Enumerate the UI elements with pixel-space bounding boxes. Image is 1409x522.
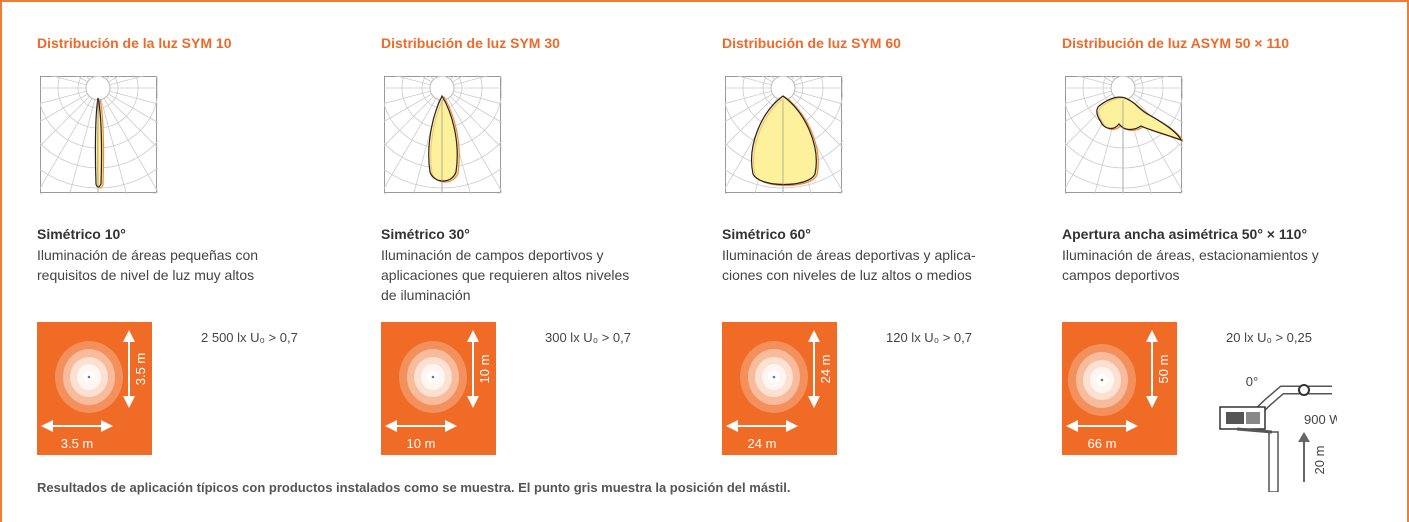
column-heading: Simétrico 60° (722, 226, 811, 242)
width-label: 24 m (748, 436, 777, 451)
width-label: 10 m (407, 436, 436, 451)
polar-diagram (40, 76, 158, 194)
polar-diagram (725, 76, 843, 194)
width-label: 66 m (1088, 436, 1117, 451)
column-description: Iluminación de campos deportivos y (381, 245, 604, 265)
column-heading: Apertura ancha asimétrica 50° × 110° (1062, 226, 1307, 242)
height-label: 3.5 m (133, 353, 148, 386)
footer-note: Resultados de aplicación típicos con pro… (37, 480, 790, 495)
column-heading: Simétrico 30° (381, 226, 470, 242)
illuminance-map: 10 m 10 m (381, 322, 496, 455)
lobe (95, 98, 101, 187)
column-title: Distribución de la luz SYM 10 (37, 35, 231, 51)
column-description: ciones con niveles de luz altos o medios (722, 265, 972, 285)
column-title: Distribución de luz SYM 30 (381, 35, 560, 51)
polar-diagram (1065, 76, 1183, 194)
mast-position (1101, 379, 1104, 382)
column-description: Iluminación de áreas deportivas y aplica… (722, 245, 976, 265)
mast-height: 20 m (1312, 446, 1327, 475)
lux-value: 120 lx U₀ > 0,7 (886, 330, 972, 345)
mast-position (88, 376, 91, 379)
column-description: aplicaciones que requieren altos niveles (381, 265, 629, 285)
width-label: 3.5 m (61, 436, 94, 451)
column-description: Iluminación de áreas, estacionamientos y (1062, 245, 1319, 265)
illuminance-map: 24 m 24 m (722, 322, 837, 455)
height-label: 24 m (818, 355, 833, 384)
column-description: requisitos de nivel de luz muy altos (37, 265, 254, 285)
height-label: 10 m (477, 355, 492, 384)
polar-diagram (384, 76, 502, 194)
column-description: Iluminación de áreas pequeñas con (37, 245, 258, 265)
mast-diagram: 0° 900 W 20 m (1212, 372, 1337, 492)
illuminance-map: 50 m 66 m (1062, 322, 1177, 455)
illuminance-map: 3.5 m 3.5 m (37, 322, 152, 455)
height-label: 50 m (1156, 355, 1171, 384)
lux-value: 300 lx U₀ > 0,7 (545, 330, 631, 345)
mast-position (773, 376, 776, 379)
column-description: campos deportivos (1062, 265, 1180, 285)
mast-power: 900 W (1304, 412, 1337, 427)
column-title: Distribución de luz ASYM 50 × 110 (1062, 35, 1289, 51)
column-heading: Simétrico 10° (37, 226, 126, 242)
mast-angle: 0° (1246, 374, 1258, 389)
column-description: de iluminación (381, 285, 471, 305)
lux-value: 2 500 lx U₀ > 0,7 (201, 330, 298, 345)
lux-value: 20 lx U₀ > 0,25 (1226, 330, 1312, 345)
polar-center (86, 76, 110, 100)
column-title: Distribución de luz SYM 60 (722, 35, 901, 51)
polar-center (1111, 76, 1135, 100)
mast-position (432, 376, 435, 379)
